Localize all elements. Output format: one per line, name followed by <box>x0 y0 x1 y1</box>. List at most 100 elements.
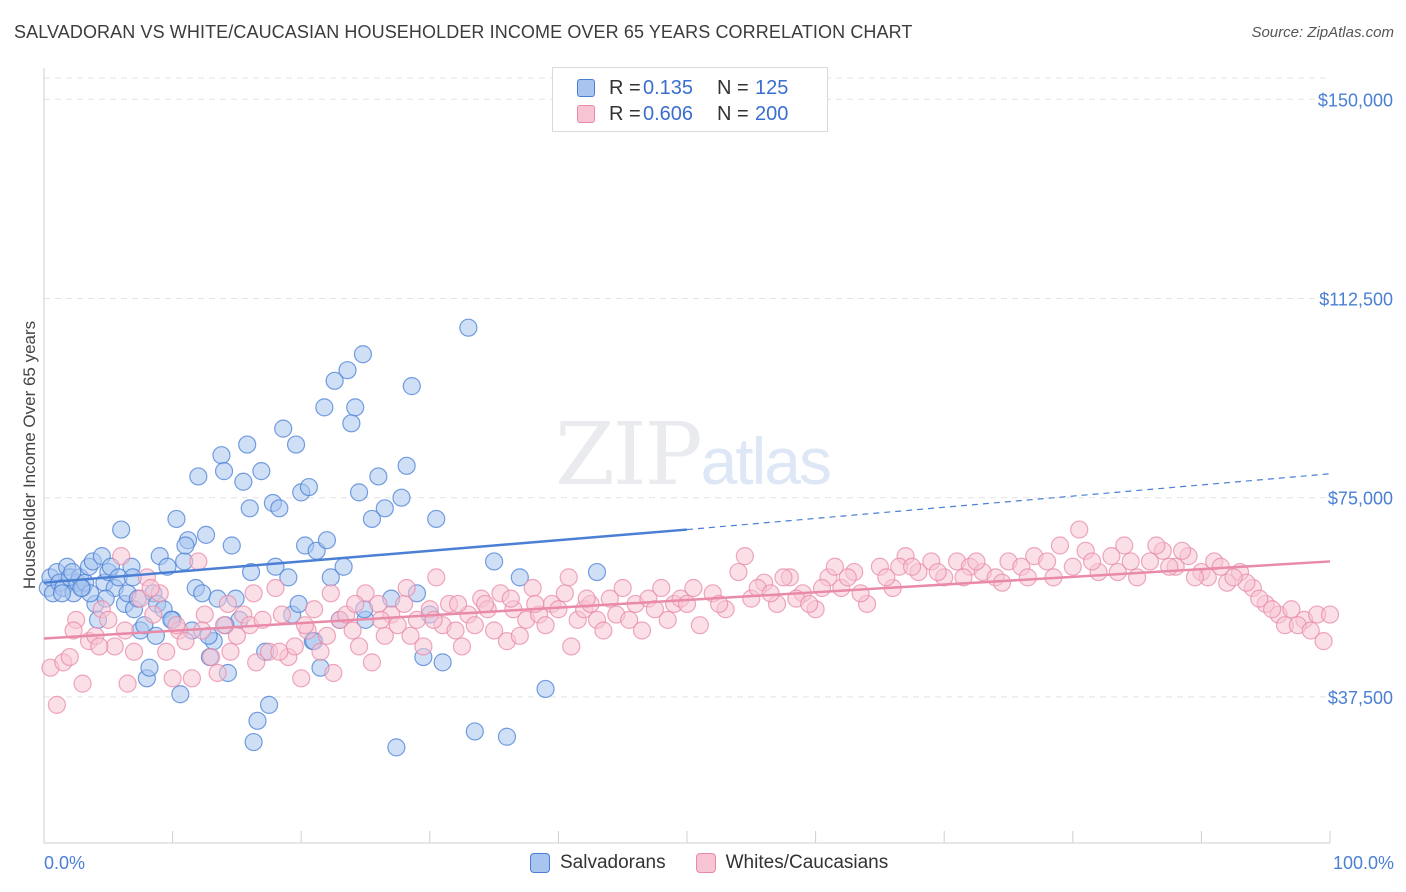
salvadoran-point <box>433 653 452 672</box>
legend-item-salvadorans[interactable]: Salvadorans <box>530 852 666 874</box>
legend-swatch-blue <box>577 79 595 97</box>
salvadoran-point <box>349 483 369 502</box>
salvadoran-point <box>362 509 382 529</box>
white-point <box>349 637 369 656</box>
white-point <box>73 674 92 693</box>
white-point <box>761 584 780 603</box>
watermark-sub: atlas <box>700 424 832 498</box>
white-point <box>195 605 214 624</box>
salvadoran-point <box>167 509 186 529</box>
white-point <box>324 663 343 683</box>
salvadoran-point <box>289 594 308 614</box>
white-point <box>163 669 182 688</box>
white-point <box>825 557 844 576</box>
white-trend-line <box>43 560 1331 640</box>
white-point <box>1282 600 1301 619</box>
white-point <box>295 616 315 635</box>
stats-legend: R = 0.135 N = 125 R = 0.606 N = 200 <box>552 67 828 132</box>
y-tick-label: $37,500 <box>1328 688 1393 708</box>
white-point <box>270 642 289 661</box>
white-point <box>141 578 160 598</box>
salvadoran-point <box>485 552 504 571</box>
salvadoran-point <box>171 685 190 704</box>
n-value: 125 <box>755 76 789 99</box>
white-point <box>838 568 857 587</box>
white-point <box>343 621 362 640</box>
white-point <box>285 637 304 656</box>
white-point <box>1250 589 1269 608</box>
white-point <box>465 616 484 635</box>
salvadoran-point <box>234 472 253 491</box>
white-point <box>221 642 240 661</box>
white-point <box>620 610 639 629</box>
salvadoran-point <box>465 722 484 741</box>
legend-label: Whites/Caucasians <box>725 852 889 873</box>
legend-item-whites[interactable]: Whites/Caucasians <box>695 852 889 874</box>
r-value: 0.606 <box>643 102 694 125</box>
salvadoran-point <box>240 499 259 518</box>
white-point <box>90 637 109 656</box>
white-point <box>800 594 819 614</box>
white-point <box>684 578 703 598</box>
white-point <box>967 552 986 571</box>
white-point <box>559 568 578 587</box>
source-label: Source: ZipAtlas.com <box>1251 24 1394 41</box>
white-point <box>677 594 697 614</box>
white-point <box>1147 536 1166 555</box>
white-point <box>735 547 754 566</box>
white-point <box>292 669 311 688</box>
r-key: R = <box>609 76 641 99</box>
white-point <box>182 669 201 688</box>
salvadoran-point <box>52 584 72 603</box>
salvadoran-trend-line <box>43 528 688 584</box>
white-point <box>176 632 195 651</box>
white-point <box>1102 547 1121 566</box>
legend-swatch-blue <box>530 853 550 873</box>
white-point <box>446 621 465 640</box>
salvadoran-point <box>193 584 212 603</box>
salvadoran-point <box>212 446 231 465</box>
salvadoran-point <box>189 467 208 486</box>
salvadoran-point <box>214 462 234 481</box>
white-point <box>1070 520 1089 539</box>
white-point <box>501 589 520 608</box>
salvadoran-point <box>140 658 159 677</box>
white-point <box>1050 536 1070 555</box>
white-point <box>555 584 574 603</box>
salvadoran-point <box>112 520 131 539</box>
salvadoran-point <box>387 738 406 757</box>
salvadoran-point <box>196 525 216 544</box>
white-point <box>1140 552 1160 571</box>
salvadoran-point <box>510 568 529 587</box>
white-point <box>124 642 144 661</box>
salvadoran-point <box>241 562 261 582</box>
white-point <box>218 594 237 614</box>
salvadoran-point <box>353 345 373 364</box>
salvadoran-point <box>587 562 607 582</box>
n-key: N = <box>717 102 749 125</box>
salvadoran-point <box>325 371 344 390</box>
legend-swatch-pink <box>577 105 595 123</box>
salvadoran-point <box>146 626 165 645</box>
white-point <box>401 626 420 645</box>
white-point <box>311 642 330 661</box>
white-point <box>214 616 234 635</box>
salvadoran-point <box>286 435 306 454</box>
y-tick-label: $112,500 <box>1319 289 1393 309</box>
white-point <box>346 594 365 614</box>
white-point <box>247 653 266 672</box>
white-point <box>105 637 124 656</box>
white-point <box>902 557 922 576</box>
white-point <box>729 562 748 582</box>
salvadoran-point <box>259 695 279 714</box>
chart-title: SALVADORAN VS WHITE/CAUCASIAN HOUSEHOLDE… <box>14 22 913 42</box>
r-key: R = <box>609 102 641 125</box>
white-point <box>112 547 131 566</box>
white-point <box>452 637 472 656</box>
salvadoran-trend-extension <box>686 473 1331 531</box>
legend-label: Salvadorans <box>560 852 666 873</box>
white-point <box>208 663 227 683</box>
salvadoran-point <box>299 477 319 497</box>
white-point <box>64 621 83 640</box>
white-point <box>1320 605 1340 624</box>
